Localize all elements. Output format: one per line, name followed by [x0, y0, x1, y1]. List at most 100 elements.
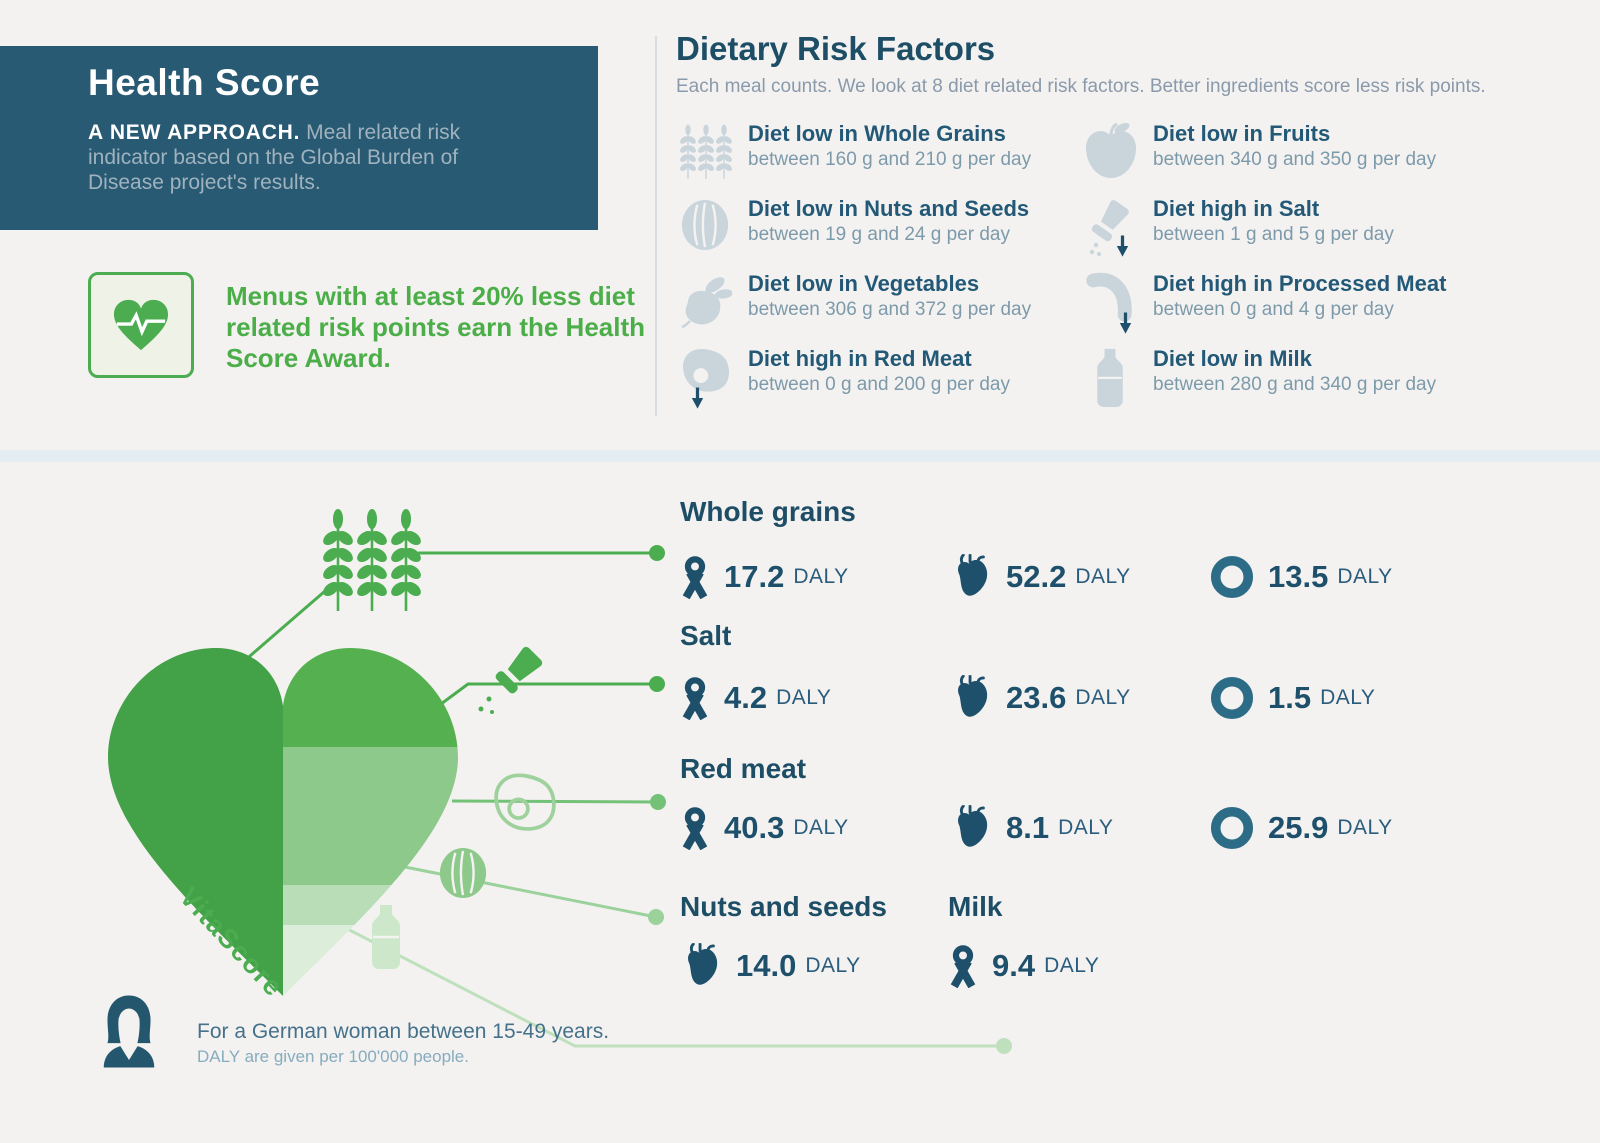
risk-item-range: between 1 g and 5 g per day	[1153, 224, 1394, 245]
risk-item-processed-meat: Diet high in Processed Meat between 0 g …	[1081, 272, 1561, 347]
awareness-ribbon-icon	[680, 675, 710, 721]
group-label-red-meat: Red meat	[680, 753, 807, 784]
apple-icon	[1081, 122, 1141, 186]
risk-item-milk: Diet low in Milk between 280 g and 340 g…	[1081, 347, 1561, 422]
milk-line	[329, 918, 1002, 1048]
salt-dot	[649, 676, 665, 692]
daly-cell: 52.2 DALY	[950, 552, 1131, 602]
salt-shaker-icon	[493, 644, 545, 696]
milk-bottle-icon	[1081, 347, 1141, 411]
daly-cell: 1.5 DALY	[1210, 673, 1375, 723]
daly-value: 40.3	[724, 810, 785, 845]
daly-unit: DALY	[1337, 816, 1393, 839]
anatomical-heart-icon	[680, 943, 722, 989]
sausage-icon	[1081, 272, 1141, 336]
award-text: Menus with at least 20% less diet relate…	[226, 281, 646, 373]
daly-value: 13.5	[1268, 559, 1329, 594]
daly-value: 4.2	[724, 680, 768, 715]
group-label-nuts: Nuts and seeds	[680, 891, 887, 922]
vegetable-icon	[676, 272, 736, 336]
circle-ring-icon	[1210, 676, 1254, 720]
wheat-icon	[676, 122, 736, 186]
anatomical-heart-icon	[950, 554, 992, 600]
walnut-icon	[676, 197, 736, 261]
header-panel: Health Score A NEW APPROACH. Meal relate…	[0, 46, 598, 230]
risk-item-range: between 0 g and 200 g per day	[748, 374, 1010, 395]
risk-item-title: Diet low in Whole Grains	[748, 121, 1006, 146]
vertical-divider	[655, 36, 657, 416]
daly-unit: DALY	[1337, 565, 1393, 588]
circle-ring-icon	[1210, 806, 1254, 850]
risk-item-vegetables: Diet low in Vegetables between 306 g and…	[676, 272, 1081, 347]
risk-item-range: between 160 g and 210 g per day	[748, 149, 1032, 170]
daly-value: 1.5	[1268, 680, 1312, 715]
footnote-daly-unit: DALY are given per 100'000 people.	[197, 1047, 469, 1066]
nuts-dot	[648, 909, 664, 925]
daly-value: 9.4	[992, 948, 1036, 983]
group-label-whole-grains: Whole grains	[680, 496, 856, 527]
vitascore-artwork: VitaScore	[108, 508, 1012, 1054]
circle-ring-icon	[1210, 555, 1254, 599]
risk-factors-section: Dietary Risk Factors Each meal counts. W…	[676, 30, 1591, 422]
awareness-ribbon-icon	[948, 943, 978, 989]
daly-cell: 23.6 DALY	[950, 673, 1131, 723]
daly-value: 25.9	[1268, 810, 1329, 845]
daly-cell: 17.2 DALY	[680, 552, 849, 602]
milk-bottle-icon	[370, 903, 402, 969]
risk-item-fruits: Diet low in Fruits between 340 g and 350…	[1081, 122, 1561, 197]
salt-grain	[490, 710, 494, 714]
approach-label: A NEW APPROACH.	[88, 121, 301, 144]
milk-dot	[996, 1038, 1012, 1054]
arrow-down-icon	[1116, 235, 1129, 257]
daly-unit: DALY	[1075, 686, 1131, 709]
heart-pulse-icon	[110, 297, 172, 353]
daly-value: 52.2	[1006, 559, 1067, 594]
woman-icon	[100, 994, 158, 1068]
steak-icon	[676, 347, 736, 411]
daly-unit: DALY	[1320, 686, 1376, 709]
footnote-population: For a German woman between 15-49 years.	[197, 1020, 610, 1043]
daly-cell: 14.0 DALY	[680, 941, 861, 991]
daly-unit: DALY	[805, 954, 861, 977]
salt-line	[436, 682, 657, 709]
anatomical-heart-icon	[950, 805, 992, 851]
daly-value: 8.1	[1006, 810, 1050, 845]
risk-item-range: between 19 g and 24 g per day	[748, 224, 1010, 245]
salt-shaker-icon	[1081, 197, 1141, 261]
risk-item-title: Diet high in Red Meat	[748, 346, 972, 371]
daly-unit: DALY	[1075, 565, 1131, 588]
wheat-icon	[323, 508, 421, 613]
daly-cell: 13.5 DALY	[1210, 552, 1393, 602]
whole-grains-dot	[649, 545, 665, 561]
group-label-milk: Milk	[948, 891, 1003, 922]
salt-grain	[478, 706, 484, 712]
risk-factors-title: Dietary Risk Factors	[676, 30, 996, 67]
risk-item-range: between 0 g and 4 g per day	[1153, 299, 1394, 320]
anatomical-heart-icon	[950, 675, 992, 721]
daly-unit: DALY	[793, 565, 849, 588]
risk-item-title: Diet low in Fruits	[1153, 121, 1331, 146]
daly-unit: DALY	[776, 686, 832, 709]
section-separator	[0, 450, 1600, 462]
daly-cell: 9.4 DALY	[948, 941, 1099, 991]
salt-grain	[486, 696, 492, 702]
nuts-line	[399, 864, 657, 919]
daly-value: 14.0	[736, 948, 797, 983]
risk-item-red-meat: Diet high in Red Meat between 0 g and 20…	[676, 347, 1081, 422]
risk-item-title: Diet low in Milk	[1153, 346, 1312, 371]
daly-cell: 8.1 DALY	[950, 803, 1113, 853]
daly-unit: DALY	[1058, 816, 1114, 839]
group-label-salt: Salt	[680, 620, 732, 651]
risk-item-salt: Diet high in Salt between 1 g and 5 g pe…	[1081, 197, 1561, 272]
red-meat-dot	[650, 794, 666, 810]
page-title: Health Score	[88, 62, 321, 103]
risk-item-range: between 306 g and 372 g per day	[748, 299, 1032, 320]
risk-factors-grid: Diet low in Whole Grains between 160 g a…	[676, 122, 1591, 422]
daly-value: 17.2	[724, 559, 785, 594]
risk-item-title: Diet high in Processed Meat	[1153, 271, 1447, 296]
risk-item-range: between 280 g and 340 g per day	[1153, 374, 1437, 395]
daly-cell: 40.3 DALY	[680, 803, 849, 853]
risk-item-range: between 340 g and 350 g per day	[1153, 149, 1437, 170]
daly-cell: 25.9 DALY	[1210, 803, 1393, 853]
